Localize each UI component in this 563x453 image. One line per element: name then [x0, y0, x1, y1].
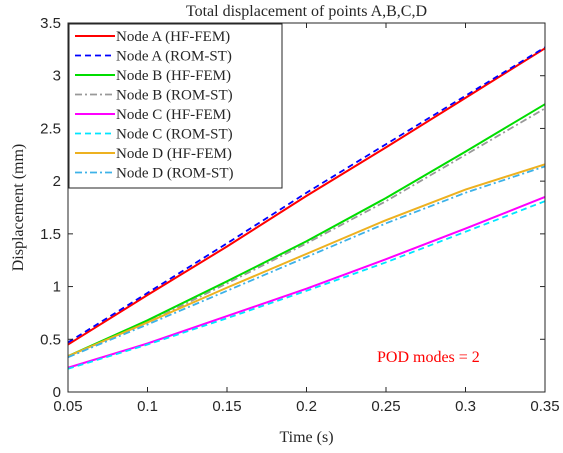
legend-label-4: Node B (ROM-ST) — [116, 88, 233, 104]
series-line-8 — [67, 165, 546, 359]
plot-area — [67, 46, 546, 370]
legend: Node A (HF-FEM) Node A (ROM-ST) Node B (HF… — [68, 23, 283, 189]
y-tick-label: 3 — [53, 68, 61, 85]
y-tick-label: 2 — [53, 173, 61, 190]
x-tick-label: 0.35 — [530, 398, 559, 415]
series-line-1 — [67, 47, 546, 346]
legend-label-7: Node D (HF-FEM) — [116, 146, 232, 162]
x-axis-title: Time (s) — [279, 429, 333, 446]
x-tick-label: 0.1 — [137, 398, 158, 415]
legend-label-8: Node D (ROM-ST) — [116, 166, 234, 182]
x-tick-label: 0.15 — [212, 398, 241, 415]
series-line-2 — [67, 46, 546, 344]
y-tick-label: 0.5 — [40, 331, 61, 348]
y-tick-label: 0 — [53, 384, 61, 401]
legend-label-3: Node B (HF-FEM) — [116, 68, 231, 84]
legend-label-5: Node C (HF-FEM) — [116, 107, 231, 123]
legend-label-2: Node A (ROM-ST) — [116, 49, 232, 65]
pod-modes-annotation: POD modes = 2 — [377, 349, 480, 366]
legend-label-6: Node C (ROM-ST) — [116, 127, 233, 143]
x-tick-label: 0.05 — [53, 398, 82, 415]
x-tick-label: 0.2 — [296, 398, 317, 415]
axes: 0.05 0.1 0.15 0.2 0.25 0.3 0.35 0 0.5 1 1.5 2 2.5 3 3.… — [40, 15, 559, 415]
legend-box — [68, 23, 283, 189]
y-tick-label: 1.5 — [40, 226, 61, 243]
series-line-5 — [67, 196, 546, 369]
series-line-3 — [67, 103, 546, 358]
y-tick-label: 1 — [53, 279, 61, 296]
y-tick-label: 3.5 — [40, 15, 61, 32]
x-tick-label: 0.3 — [455, 398, 476, 415]
x-tick-label: 0.25 — [371, 398, 400, 415]
legend-label-1: Node A (HF-FEM) — [116, 29, 230, 45]
y-tick-label: 2.5 — [40, 120, 61, 137]
y-axis-title: Displacement (mm) — [10, 144, 27, 272]
chart-title: Total displacement of points A,B,C,D — [186, 3, 427, 20]
series-line-6 — [67, 200, 546, 370]
series-line-7 — [67, 163, 546, 358]
